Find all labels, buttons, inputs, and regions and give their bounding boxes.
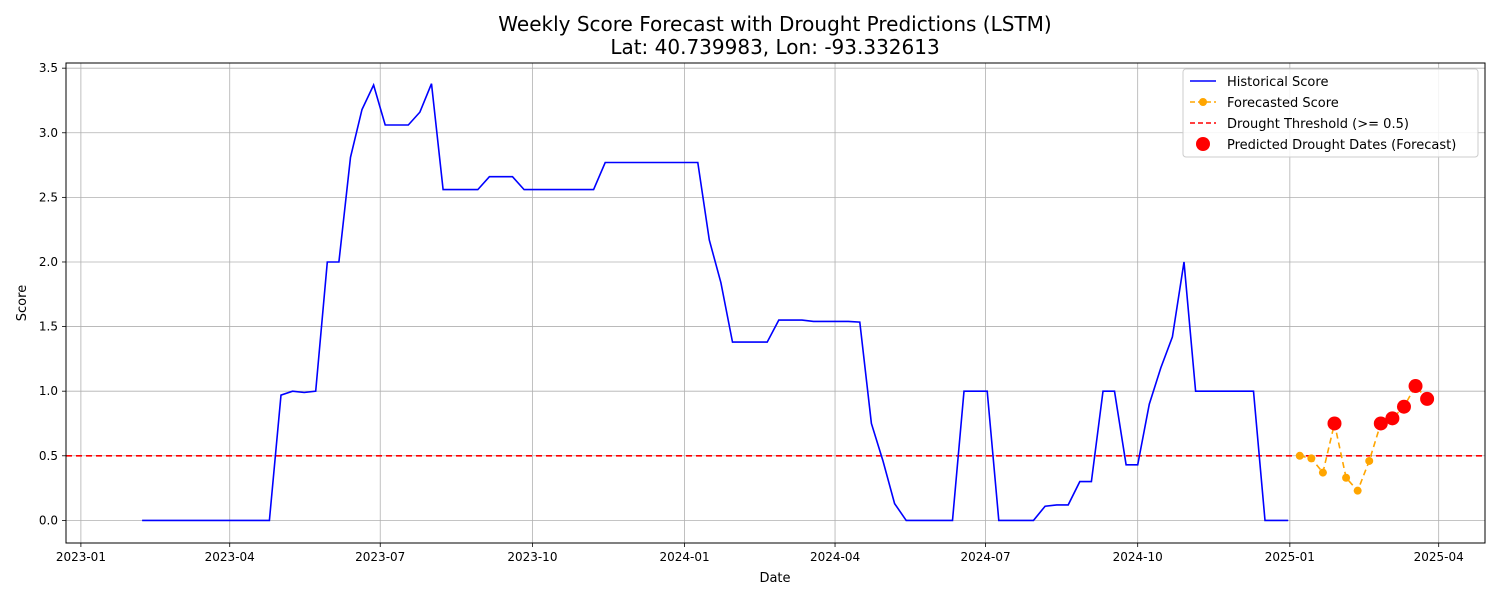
y-tick-label: 3.0 bbox=[39, 126, 58, 140]
legend-box bbox=[1182, 68, 1479, 158]
drought-point bbox=[1408, 379, 1423, 394]
x-tick-label: 2024-01 bbox=[659, 550, 709, 564]
legend-entry-label: Drought Threshold (>= 0.5) bbox=[1227, 117, 1409, 132]
x-tick-label: 2023-04 bbox=[205, 550, 255, 564]
x-tick-label: 2024-07 bbox=[960, 550, 1010, 564]
y-axis-label: Score bbox=[15, 285, 30, 321]
x-tick-label: 2023-07 bbox=[355, 550, 405, 564]
y-tick-label: 1.0 bbox=[39, 384, 58, 398]
x-axis: 2023-01 2023-04 2023-07 2023-10 2024-01 2024-… bbox=[56, 543, 1464, 564]
drought-point bbox=[1385, 411, 1400, 426]
drought-point bbox=[1327, 416, 1342, 431]
legend-swatch-drought bbox=[1196, 137, 1210, 151]
historical-score-line bbox=[142, 82, 1289, 522]
drought-point bbox=[1373, 416, 1388, 431]
plot-frame bbox=[65, 62, 1486, 544]
legend-entry-label: Predicted Drought Dates (Forecast) bbox=[1227, 138, 1456, 153]
forecast-point bbox=[1307, 454, 1316, 463]
legend-swatch-forecast-marker bbox=[1199, 98, 1207, 106]
x-tick-label: 2024-10 bbox=[1113, 550, 1163, 564]
x-tick-label: 2023-10 bbox=[507, 550, 557, 564]
x-tick-label: 2025-04 bbox=[1414, 550, 1464, 564]
legend: Historical Score Forecasted Score Drought … bbox=[1182, 68, 1479, 158]
y-tick-label: 0.0 bbox=[39, 513, 58, 527]
y-tick-label: 0.5 bbox=[39, 449, 58, 463]
x-tick-label: 2023-01 bbox=[56, 550, 106, 564]
legend-entry-label: Forecasted Score bbox=[1227, 96, 1339, 111]
chart-subtitle: Lat: 40.739983, Lon: -93.332613 bbox=[610, 35, 939, 59]
y-tick-label: 3.5 bbox=[39, 61, 58, 75]
y-tick-label: 1.5 bbox=[39, 320, 58, 334]
drought-point bbox=[1396, 399, 1411, 414]
y-axis: 0.0 0.5 1.0 1.5 2.0 2.5 3.0 3.5 bbox=[39, 61, 66, 527]
forecast-point bbox=[1295, 451, 1304, 460]
x-axis-label: Date bbox=[759, 571, 790, 586]
forecast-point bbox=[1365, 456, 1374, 465]
y-tick-label: 2.5 bbox=[39, 190, 58, 204]
legend-entry-label: Historical Score bbox=[1227, 75, 1328, 90]
x-tick-label: 2024-04 bbox=[810, 550, 860, 564]
y-tick-label: 2.0 bbox=[39, 255, 58, 269]
chart-title: Weekly Score Forecast with Drought Predi… bbox=[498, 12, 1051, 36]
forecast-point bbox=[1318, 468, 1327, 477]
forecast-point bbox=[1342, 473, 1351, 482]
drought-point bbox=[1420, 391, 1435, 406]
series-layer bbox=[142, 82, 1435, 522]
forecast-point bbox=[1353, 486, 1362, 495]
x-tick-label: 2025-01 bbox=[1265, 550, 1315, 564]
